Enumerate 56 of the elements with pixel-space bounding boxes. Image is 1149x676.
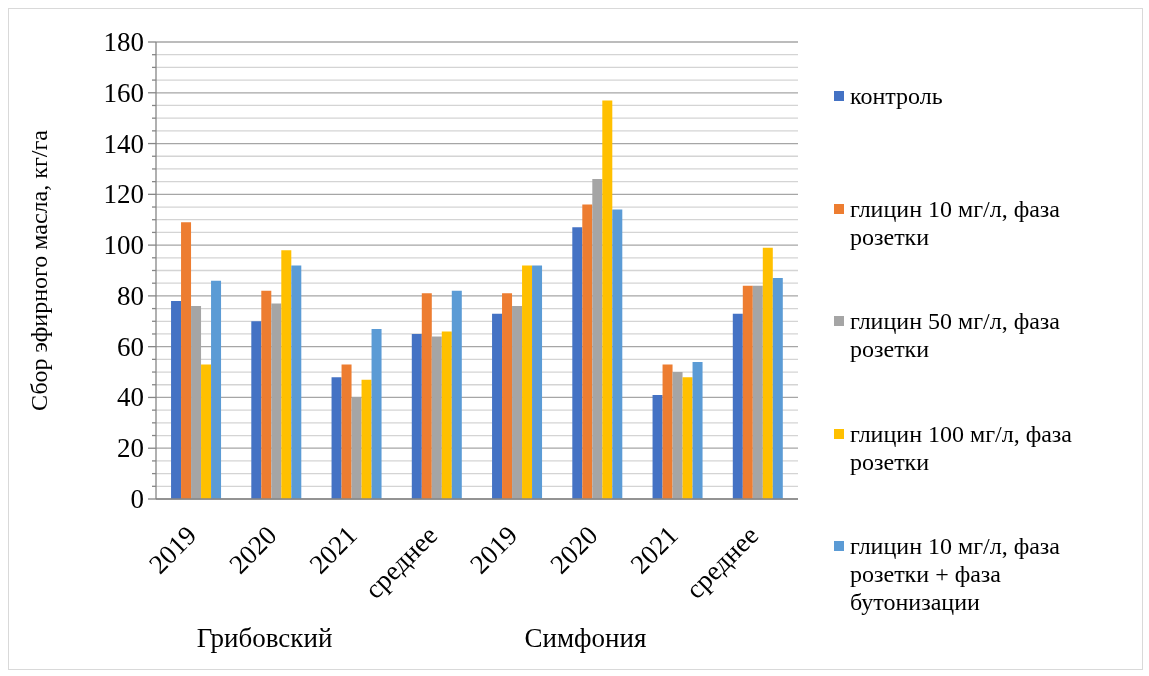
bar (361, 379, 372, 499)
legend-label: глицин 10 мг/л, фаза розетки (850, 194, 1061, 251)
bar (692, 361, 703, 499)
text: Грибовский (196, 622, 333, 655)
bar (351, 397, 362, 499)
bar (421, 293, 432, 499)
bar (602, 100, 613, 499)
bar (532, 265, 543, 499)
y-tick-label: 60 (117, 331, 144, 362)
bar (502, 293, 513, 499)
bar (572, 227, 583, 499)
bar (732, 313, 743, 499)
y-tick-label: 0 (130, 484, 144, 514)
bar (492, 313, 503, 499)
bar (612, 209, 623, 499)
bar (451, 290, 462, 499)
bar (762, 247, 773, 499)
bar (682, 377, 693, 499)
bar (251, 321, 262, 499)
legend-label: контроль (850, 82, 943, 110)
bar (331, 377, 342, 499)
bar (441, 331, 452, 499)
bar (752, 285, 763, 499)
y-axis-title: Сбор эфирного масла, кг/га (26, 129, 52, 411)
bar (672, 372, 683, 499)
bar (522, 265, 533, 499)
legend-label: глицин 100 мг/л, фаза розетки (850, 419, 1073, 476)
bar (171, 300, 182, 499)
bar (271, 303, 282, 499)
bar (261, 290, 272, 499)
bar (341, 364, 352, 499)
bar (512, 306, 523, 499)
bar (211, 280, 222, 499)
y-tick-label: 160 (103, 77, 144, 108)
bar (411, 333, 422, 499)
y-tick-label: 20 (117, 433, 144, 464)
bar (582, 204, 593, 499)
text: Симфония (524, 622, 647, 655)
legend-label: глицин 10 мг/л, фаза розетки + фаза бутонизации (850, 532, 1061, 616)
bar (281, 250, 292, 499)
y-tick-label: 140 (103, 128, 144, 159)
y-tick-label: 180 (103, 27, 144, 57)
bar (291, 265, 302, 499)
y-tick-label: 100 (103, 230, 144, 261)
bar (742, 285, 753, 499)
y-tick-label: 120 (103, 179, 144, 210)
bar (652, 394, 663, 499)
y-tick-label: 80 (117, 280, 144, 311)
bar (201, 364, 212, 499)
legend-label: глицин 50 мг/л, фаза розетки (850, 307, 1061, 363)
bar (431, 336, 442, 499)
bar (371, 328, 382, 499)
bar (662, 364, 673, 499)
bar (772, 278, 783, 499)
y-tick-label: 40 (117, 382, 144, 413)
bar (181, 222, 192, 499)
